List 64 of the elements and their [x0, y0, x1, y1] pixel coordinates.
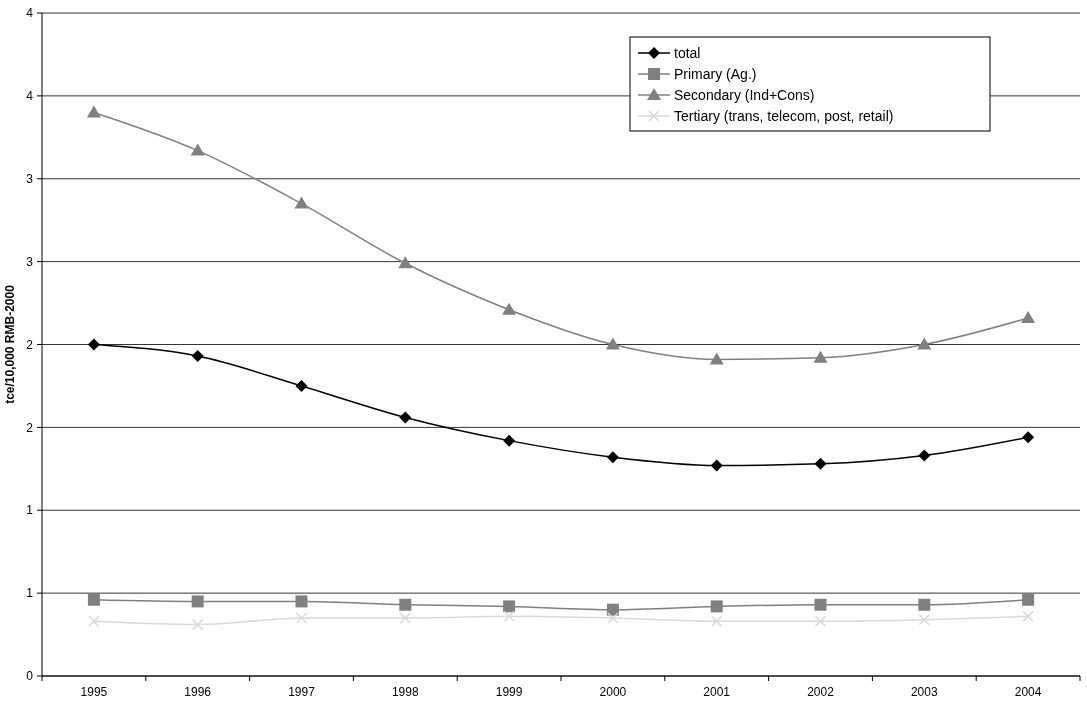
- point: [191, 595, 204, 608]
- point: [605, 337, 620, 350]
- point: [710, 459, 723, 472]
- y-tick-label: 1: [26, 586, 34, 601]
- point: [503, 434, 516, 447]
- x-tick-label: 2000: [599, 685, 627, 699]
- point: [918, 613, 931, 626]
- point: [709, 352, 724, 365]
- x-tick-label: 1998: [391, 685, 419, 699]
- y-tick-label: 3: [26, 171, 34, 186]
- point: [606, 603, 619, 616]
- point: [399, 411, 412, 424]
- legend-label: Secondary (Ind+Cons): [674, 86, 815, 103]
- point: [88, 615, 100, 628]
- point: [503, 610, 515, 623]
- point: [918, 598, 931, 611]
- y-tick-label: 0: [26, 669, 34, 684]
- point: [399, 598, 412, 611]
- point: [294, 196, 309, 209]
- point: [1022, 431, 1035, 444]
- x-tick-label: 2004: [1014, 685, 1042, 699]
- legend-label: Primary (Ag.): [674, 65, 757, 82]
- x-tick-label: 2001: [703, 685, 731, 699]
- y-tick-label: 2: [26, 420, 34, 435]
- point: [814, 598, 827, 611]
- point: [607, 612, 619, 624]
- point: [86, 105, 101, 118]
- point: [502, 302, 517, 315]
- y-tick-label: 1: [26, 503, 34, 518]
- point: [191, 350, 204, 363]
- point: [295, 595, 308, 608]
- legend-label: Tertiary (trans, telecom, post, retail): [674, 107, 894, 124]
- point: [917, 337, 932, 350]
- point: [606, 451, 619, 464]
- point: [918, 449, 931, 462]
- y-tick-label: 4: [26, 89, 34, 104]
- point: [191, 618, 204, 631]
- point: [813, 350, 828, 363]
- point: [190, 143, 205, 156]
- x-tick-label: 1995: [80, 685, 108, 699]
- point: [87, 593, 100, 606]
- point: [503, 600, 516, 613]
- point: [87, 338, 100, 351]
- x-tick-label: 1997: [288, 685, 316, 699]
- legend-label: total: [674, 44, 701, 61]
- y-axis-title: tce/10,000 RMB-2000: [3, 284, 17, 404]
- y-tick-label: 2: [26, 337, 34, 352]
- point: [814, 615, 827, 628]
- x-tick-label: 2003: [910, 685, 938, 699]
- x-tick-label: 2002: [807, 685, 835, 699]
- point: [1022, 593, 1035, 606]
- point: [1022, 610, 1034, 623]
- point: [710, 600, 723, 613]
- point: [710, 615, 723, 628]
- y-tick-label: 3: [26, 254, 34, 269]
- point: [399, 612, 412, 624]
- x-tick-label: 1996: [184, 685, 212, 699]
- y-tick-label: 4: [26, 6, 34, 21]
- point: [814, 457, 827, 470]
- point: [295, 379, 308, 392]
- point: [1021, 310, 1036, 323]
- x-tick-label: 1999: [495, 685, 523, 699]
- point: [295, 612, 308, 624]
- point: [398, 256, 413, 269]
